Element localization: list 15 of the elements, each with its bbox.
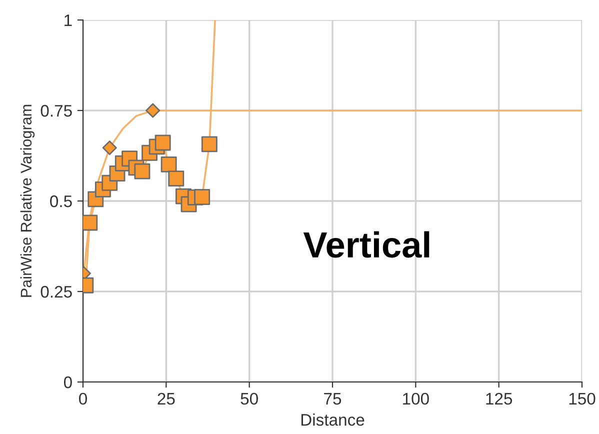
annotation: Vertical [303,231,430,258]
y-axis-title: PairWise Relative Variogram [20,104,35,297]
x-tick-label: 100 [403,392,429,405]
y-tick-label: 0.5 [50,195,72,208]
y-tick-label: 0.75 [40,104,72,117]
y-tick-label: 0 [64,376,72,388]
x-tick-label: 150 [569,392,596,405]
x-tick-label: 0 [79,392,87,405]
x-axis-title: Distance [301,414,364,426]
x-tick-label: 75 [324,393,342,405]
x-tick-label: 50 [240,392,258,405]
x-tick-label: 25 [158,392,175,405]
y-tick-label: 0.25 [40,286,72,298]
x-tick-label: 125 [486,392,512,405]
y-tick-label: 1 [64,14,72,26]
